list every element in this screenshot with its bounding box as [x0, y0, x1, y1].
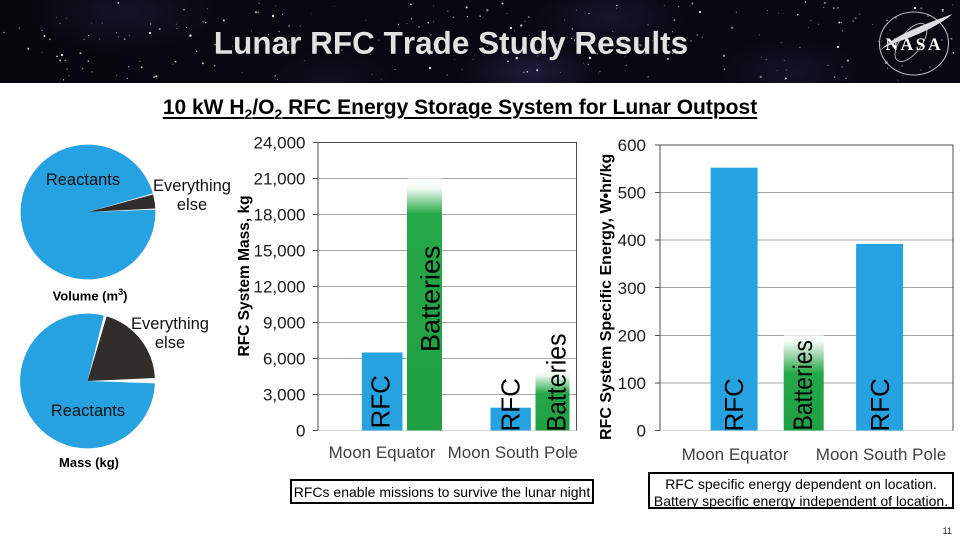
svg-text:RFC: RFC	[495, 378, 525, 431]
svg-text:RFC: RFC	[719, 378, 749, 431]
svg-text:100: 100	[618, 374, 646, 393]
svg-text:Batteries: Batteries	[543, 333, 572, 431]
svg-text:600: 600	[618, 136, 646, 155]
svg-text:0: 0	[637, 422, 646, 441]
svg-text:15,000: 15,000	[254, 242, 306, 261]
svg-text:21,000: 21,000	[254, 170, 306, 189]
svg-text:9,000: 9,000	[263, 314, 306, 333]
svg-text:RFC System Mass, kg: RFC System Mass, kg	[236, 195, 253, 356]
svg-text:24,000: 24,000	[254, 134, 306, 153]
svg-text:18,000: 18,000	[254, 206, 306, 225]
svg-text:400: 400	[618, 231, 646, 250]
svg-text:Moon Equator: Moon Equator	[682, 445, 789, 464]
svg-text:Moon South Pole: Moon South Pole	[448, 443, 578, 462]
svg-text:Batteries: Batteries	[788, 340, 818, 431]
svg-text:12,000: 12,000	[254, 278, 306, 297]
svg-text:RFC System Specific Energy, W•: RFC System Specific Energy, W•hr/kg	[600, 154, 615, 440]
svg-text:6,000: 6,000	[263, 350, 306, 369]
svg-text:RFC: RFC	[366, 375, 396, 428]
svg-text:0: 0	[296, 422, 305, 441]
svg-text:RFC: RFC	[865, 378, 895, 431]
svg-text:Reactants: Reactants	[51, 402, 125, 420]
svg-text:Moon Equator: Moon Equator	[329, 443, 436, 462]
svg-text:Moon South Pole: Moon South Pole	[816, 445, 946, 464]
svg-text:500: 500	[618, 184, 646, 203]
svg-text:Batteries: Batteries	[416, 245, 446, 352]
svg-text:300: 300	[618, 279, 646, 298]
svg-text:200: 200	[618, 326, 646, 345]
svg-text:Reactants: Reactants	[46, 171, 120, 189]
svg-text:3,000: 3,000	[263, 386, 306, 405]
